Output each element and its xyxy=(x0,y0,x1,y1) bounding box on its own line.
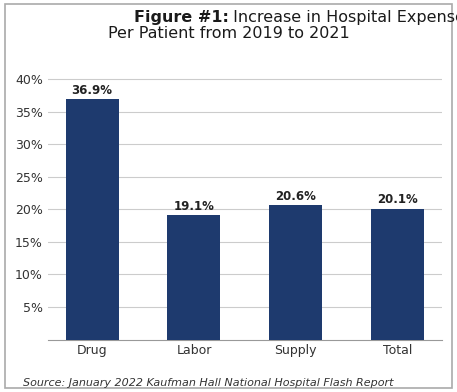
Text: 20.6%: 20.6% xyxy=(276,190,316,203)
Bar xyxy=(66,99,119,339)
Bar xyxy=(167,215,220,339)
Text: Figure #1:: Figure #1: xyxy=(133,11,228,25)
Text: Per Patient from 2019 to 2021: Per Patient from 2019 to 2021 xyxy=(108,26,349,41)
Text: 20.1%: 20.1% xyxy=(377,193,418,206)
Text: Increase in Hospital Expenses: Increase in Hospital Expenses xyxy=(228,11,457,25)
Text: 19.1%: 19.1% xyxy=(174,200,214,212)
Bar xyxy=(269,205,322,339)
Bar xyxy=(371,209,424,339)
Text: Source: January 2022 Kaufman Hall National Hospital Flash Report: Source: January 2022 Kaufman Hall Nation… xyxy=(23,378,393,388)
Text: 36.9%: 36.9% xyxy=(72,83,112,96)
